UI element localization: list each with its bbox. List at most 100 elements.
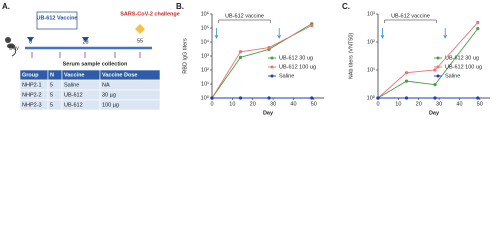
y-tick-label: 10⁰: [367, 94, 376, 101]
table-cell-text: UB-612: [64, 102, 83, 108]
annotation-bracket: [384, 19, 437, 23]
table-cell-text: NA: [102, 82, 110, 88]
table-header: Vaccine: [64, 72, 85, 78]
table-cell-text: UB-612: [64, 92, 83, 98]
data-point: [433, 68, 437, 72]
data-point: [376, 96, 380, 100]
table-cell-text: 100 µg: [102, 102, 119, 108]
data-point: [433, 83, 437, 87]
data-point: [238, 50, 243, 54]
data-point: [267, 96, 271, 100]
table-header: Group: [22, 72, 39, 78]
table-cell-text: NHP2-1: [22, 82, 42, 88]
monkey-icon: [5, 37, 17, 57]
table-cell-text: 5: [50, 102, 53, 108]
collection-arrows: [31, 52, 141, 58]
annotation-bracket: [218, 19, 271, 23]
legend-label: UB-612 30 ug: [279, 55, 313, 61]
vaccine-arrow: [277, 28, 282, 39]
y-tick-label: 10²: [201, 67, 209, 73]
vaccine-arrow: [214, 28, 219, 39]
table-cell-text: 5: [50, 82, 53, 88]
day-tick: 55: [137, 38, 143, 44]
series-line: [211, 25, 312, 99]
y-tick-label: 10⁶: [201, 10, 209, 17]
legend-label: UB-612 100 ug: [445, 64, 482, 70]
table-cell-text: 5: [50, 92, 53, 98]
data-point: [238, 96, 243, 100]
legend-marker: [436, 74, 440, 78]
data-point: [404, 96, 409, 100]
table-cell-text: NHP2-2: [22, 92, 42, 98]
table: Group N Vaccine Vaccine Dose NHP2-1 5 Saline NA…: [19, 69, 161, 111]
legend-marker: [436, 65, 440, 69]
vaccine-box: [36, 11, 78, 30]
legend-marker: [436, 56, 440, 60]
table-cell-text: 30 µg: [102, 92, 116, 98]
x-tick-label: 50: [311, 101, 317, 107]
legend-label: UB-612 30 ug: [445, 55, 479, 61]
vaccine-text: UB-612 Vaccine: [37, 15, 78, 21]
day-label: Day: [9, 45, 19, 51]
legend-label: Saline: [279, 73, 294, 79]
vaccine-arrow: [443, 28, 448, 39]
x-tick-label: 10: [395, 101, 401, 107]
y-axis-title: NAb titers (VNT50): [348, 33, 354, 80]
x-tick-label: 10: [229, 101, 235, 107]
x-tick-label: 50: [477, 101, 483, 107]
x-tick-label: 40: [290, 101, 296, 107]
annotation: UB-612 vaccine: [225, 13, 264, 19]
data-point: [267, 45, 271, 50]
y-tick-label: 10³: [201, 53, 209, 59]
data-point: [310, 23, 314, 28]
table-header: Vaccine Dose: [102, 72, 137, 78]
x-tick-label: 0: [376, 101, 379, 107]
legend-marker: [270, 74, 274, 78]
x-axis-title: Day: [263, 110, 274, 116]
legend-label: Saline: [445, 73, 460, 79]
data-point: [404, 71, 409, 75]
panel-label: A.: [2, 2, 10, 11]
data-point: [210, 96, 214, 100]
data-point: [476, 27, 480, 31]
challenge-text: SARS-CoV-2 challenge: [120, 11, 180, 17]
x-axis-title: Day: [429, 110, 440, 116]
data-point: [476, 20, 480, 25]
legend-marker: [270, 56, 274, 60]
y-tick-label: 10¹: [201, 81, 209, 87]
table-header: N: [50, 72, 54, 78]
legend-marker: [270, 65, 274, 69]
data-point: [476, 96, 480, 100]
table-cell-text: NHP2-3: [22, 102, 42, 108]
series-line: [377, 22, 479, 99]
legend-label: UB-612 100 ug: [279, 64, 316, 70]
y-tick-label: 10⁴: [201, 38, 210, 45]
figure: A. UB-612 Vaccine SARS-CoV-2 challenge D…: [2, 2, 490, 116]
y-tick-label: 10⁰: [201, 94, 210, 101]
x-tick-label: 30: [270, 101, 276, 107]
y-axis-title: RBD IgG titers: [182, 38, 188, 74]
y-tick-label: 10¹: [367, 67, 375, 73]
vaccine-arrow: [380, 28, 385, 39]
y-tick-label: 10³: [367, 11, 375, 17]
x-tick-label: 0: [210, 101, 213, 107]
panel-label: B.: [176, 2, 184, 11]
y-tick-label: 10²: [367, 39, 375, 45]
annotation: UB-612 vaccine: [391, 13, 430, 19]
y-tick-label: 10⁵: [201, 24, 209, 31]
series-line: [377, 28, 479, 99]
data-point: [433, 96, 437, 100]
challenge-icon: [135, 24, 145, 34]
data-point: [404, 79, 409, 83]
x-tick-label: 20: [250, 101, 256, 107]
day-tick: 28: [82, 39, 88, 45]
table-cell: [99, 99, 161, 111]
panel-label: C.: [342, 2, 350, 11]
data-point: [238, 55, 243, 59]
x-tick-label: 30: [436, 101, 442, 107]
table-cell-text: Saline: [64, 82, 79, 88]
day-tick: 0: [29, 39, 32, 45]
vaccine-arrows: [27, 37, 89, 42]
collection-text: Serum sample collection: [63, 61, 128, 67]
data-point: [310, 96, 314, 100]
